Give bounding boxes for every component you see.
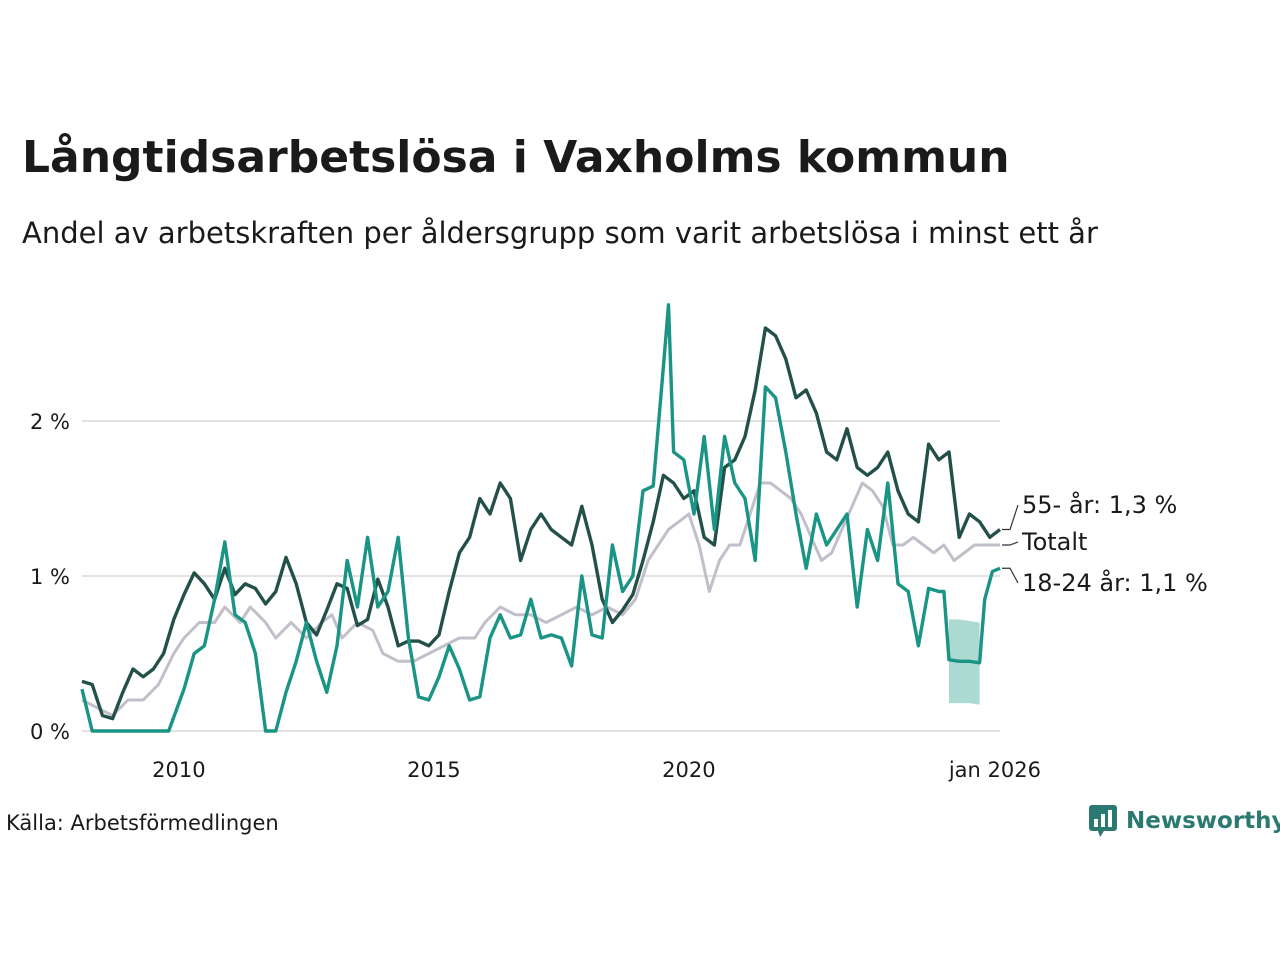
end-label-leader xyxy=(1002,541,1019,546)
chart-title: Långtidsarbetslösa i Vaxholms kommun xyxy=(22,132,1010,183)
series-end-labels: 55- år: 1,3 % Totalt 18-24 år: 1,1 % xyxy=(1002,490,1208,597)
brand-name: Newsworthy xyxy=(1126,808,1280,834)
series-line-young xyxy=(80,303,1001,733)
y-tick-label: 1 % xyxy=(30,565,70,589)
end-label-young: 18-24 år: 1,1 % xyxy=(1022,568,1208,597)
chart-subtitle: Andel av arbetskraften per åldersgrupp s… xyxy=(22,216,1098,250)
end-label-older: 55- år: 1,3 % xyxy=(1022,490,1177,519)
source-note: Källa: Arbetsförmedlingen xyxy=(6,811,279,835)
y-tick-label: 2 % xyxy=(30,410,70,434)
x-tick-label: jan 2026 xyxy=(948,758,1041,782)
end-label-leader xyxy=(1002,567,1019,584)
x-axis-ticks: 2010 2015 2020 jan 2026 xyxy=(152,758,1041,782)
y-tick-label: 0 % xyxy=(30,720,70,744)
gridlines xyxy=(82,420,1000,732)
brand-logo: Newsworthy xyxy=(1088,804,1280,838)
newsworthy-logo-icon xyxy=(1089,805,1117,837)
x-tick-label: 2015 xyxy=(407,758,460,782)
x-tick-label: 2010 xyxy=(152,758,205,782)
line-chart: 0 % 1 % 2 % 2010 2015 2020 jan 2026 55- år: 1… xyxy=(30,303,1208,782)
series-line-total xyxy=(81,481,1000,717)
y-axis-ticks: 0 % 1 % 2 % xyxy=(30,410,70,744)
x-tick-label: 2020 xyxy=(662,758,715,782)
series-line-older xyxy=(81,326,1002,721)
end-label-leader xyxy=(1002,504,1019,531)
end-label-total: Totalt xyxy=(1021,528,1087,556)
series-lines xyxy=(80,303,1002,733)
